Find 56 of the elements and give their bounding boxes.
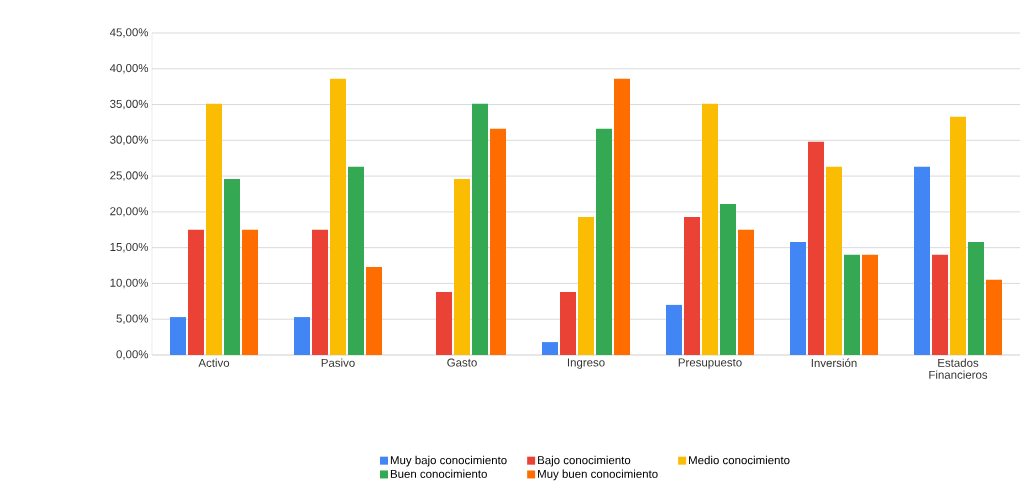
y-tick-label: 35,00% (110, 99, 149, 110)
bar (808, 141, 825, 355)
bar (844, 254, 861, 355)
bar (950, 116, 967, 355)
bar (968, 241, 985, 355)
bar (790, 241, 807, 355)
bar (614, 78, 631, 355)
bar (684, 216, 701, 355)
bar (560, 292, 577, 355)
bar (366, 266, 383, 355)
bar (188, 229, 205, 355)
x-tick-label: Gasto (447, 358, 477, 367)
bar (242, 229, 259, 355)
x-tick-label: Pasivo (321, 358, 355, 367)
bar (578, 216, 595, 355)
y-tick-label: 0,00% (116, 350, 149, 360)
bar (294, 317, 311, 355)
y-tick-label: 45,00% (109, 28, 149, 38)
y-tick-label: 5,00% (116, 314, 149, 324)
legend-label: Muy bajo conocimiento (390, 455, 507, 467)
y-tick-label: 10,00% (110, 278, 149, 289)
y-tick-label: 30,00% (110, 135, 149, 146)
y-tick-label: 40,00% (109, 64, 149, 74)
bar (312, 229, 329, 355)
bar (348, 166, 365, 355)
bar (596, 128, 613, 355)
y-tick-label: 25,00% (110, 171, 149, 181)
legend-label: Muy buen conocimiento (538, 469, 658, 481)
bar (490, 128, 507, 355)
bar (542, 342, 559, 355)
legend-label: Buen conocimiento (390, 469, 487, 478)
x-tick-label: Ingreso (567, 358, 605, 369)
x-tick-label: Inversión (811, 358, 857, 368)
x-tick-label: Activo (198, 358, 230, 367)
bar (330, 78, 347, 355)
y-tick-label: 20,00% (110, 207, 149, 217)
bar (914, 166, 931, 355)
bar (738, 229, 755, 355)
bar (224, 178, 241, 355)
bar (862, 254, 879, 355)
x-tick-label: Presupuesto (678, 358, 742, 369)
legend-label: Medio conocimiento (689, 455, 790, 465)
bar (986, 279, 1003, 355)
bar (702, 103, 719, 355)
bar (206, 103, 223, 355)
bar (720, 204, 737, 355)
y-tick-label: 15,00% (110, 242, 149, 253)
bar (932, 254, 949, 355)
legend-label: Bajo conocimiento (538, 455, 631, 467)
bar (170, 317, 187, 355)
x-tick-label: Estados Financieros (929, 358, 988, 379)
bar (436, 292, 453, 355)
bar (472, 103, 489, 355)
bar (454, 178, 471, 355)
bar (666, 304, 683, 355)
bar (826, 166, 843, 355)
